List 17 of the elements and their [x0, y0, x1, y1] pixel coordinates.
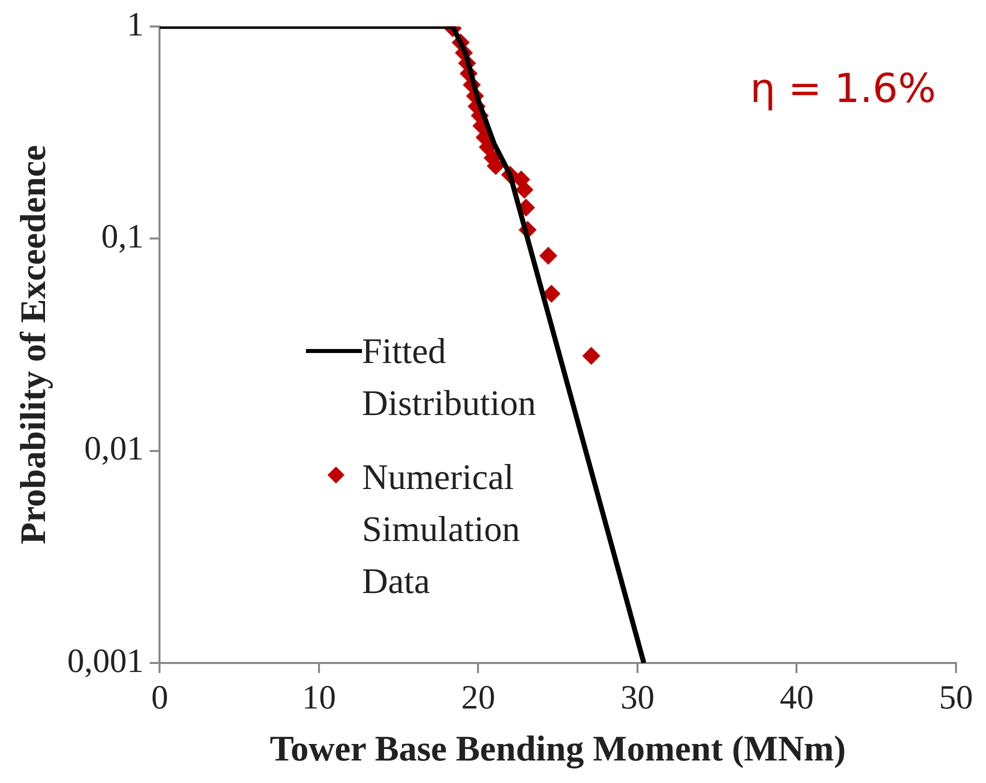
x-tick-label: 50 [939, 679, 973, 716]
x-tick-label: 30 [620, 679, 654, 716]
x-axis-title: Tower Base Bending Moment (MNm) [270, 728, 846, 769]
x-tick-label: 10 [302, 679, 336, 716]
y-tick-label: 1 [126, 6, 144, 44]
annotation: η = 1.6% [750, 66, 936, 112]
y-tick-label: 0,1 [101, 218, 144, 256]
point [582, 346, 600, 365]
y-axis-title: Probability of Exceedence [12, 145, 53, 544]
point [539, 246, 558, 265]
legend-label: Fitted Distribution [362, 330, 538, 425]
y-tick-label: 0,001 [67, 642, 144, 680]
x-tick-label: 40 [780, 679, 814, 716]
y-tick-label: 0,01 [84, 430, 144, 468]
legend-label: Numerical Simulation Data [362, 456, 522, 603]
x-tick-label: 0 [151, 679, 168, 716]
x-tick-label: 20 [461, 679, 496, 716]
